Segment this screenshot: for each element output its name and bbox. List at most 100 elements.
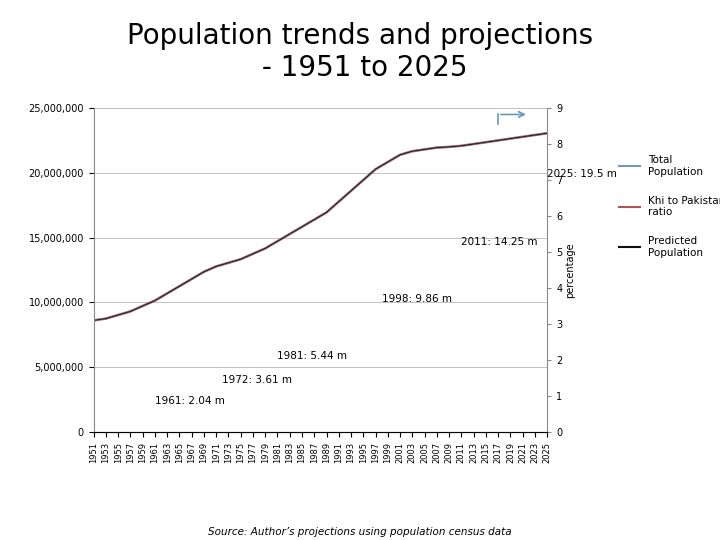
Khi to Pakistan
ratio xyxy=(212,263,220,269)
Khi to Pakistan
ratio xyxy=(457,143,466,149)
Total
Population xyxy=(506,136,515,142)
Khi to Pakistan
ratio xyxy=(248,251,257,257)
Khi to Pakistan
ratio xyxy=(175,283,184,289)
Khi to Pakistan
ratio xyxy=(506,136,515,142)
Khi to Pakistan
ratio xyxy=(384,159,392,165)
Predicted
Population xyxy=(469,141,478,147)
Predicted
Population xyxy=(396,152,405,158)
Predicted
Population xyxy=(199,268,208,275)
Predicted
Population xyxy=(531,132,539,138)
Total
Population xyxy=(285,231,294,237)
Predicted
Population xyxy=(138,303,147,309)
Predicted
Population xyxy=(310,217,318,223)
Total
Population xyxy=(261,245,269,252)
Predicted
Population xyxy=(114,312,122,318)
Predicted
Population xyxy=(408,148,417,154)
Khi to Pakistan
ratio xyxy=(408,148,417,154)
Total
Population xyxy=(175,283,184,289)
Total
Population xyxy=(543,130,552,137)
Khi to Pakistan
ratio xyxy=(372,166,380,172)
Khi to Pakistan
ratio xyxy=(543,130,552,137)
Text: 1981: 5.44 m: 1981: 5.44 m xyxy=(277,352,348,361)
Khi to Pakistan
ratio xyxy=(285,231,294,237)
Khi to Pakistan
ratio xyxy=(347,187,356,194)
Total
Population xyxy=(199,268,208,275)
Khi to Pakistan
ratio xyxy=(420,146,429,153)
Text: 2011: 14.25 m: 2011: 14.25 m xyxy=(462,237,538,247)
Predicted
Population xyxy=(420,146,429,153)
Total
Population xyxy=(408,148,417,154)
Line: Total
Population: Total Population xyxy=(94,133,547,320)
Total
Population xyxy=(518,133,527,140)
Khi to Pakistan
ratio xyxy=(163,290,171,296)
Khi to Pakistan
ratio xyxy=(199,268,208,275)
Khi to Pakistan
ratio xyxy=(323,209,331,215)
Line: Predicted
Population: Predicted Population xyxy=(94,133,547,320)
Total
Population xyxy=(347,187,356,194)
Khi to Pakistan
ratio xyxy=(335,198,343,205)
Khi to Pakistan
ratio xyxy=(273,238,282,245)
Legend: Total
Population, Khi to Pakistan
ratio, Predicted
Population: Total Population, Khi to Pakistan ratio,… xyxy=(616,152,720,261)
Khi to Pakistan
ratio xyxy=(261,245,269,252)
Total
Population xyxy=(150,298,159,304)
Total
Population xyxy=(420,146,429,153)
Khi to Pakistan
ratio xyxy=(114,312,122,318)
Total
Population xyxy=(384,159,392,165)
Predicted
Population xyxy=(494,137,503,144)
Khi to Pakistan
ratio xyxy=(150,298,159,304)
Total
Population xyxy=(396,152,405,158)
Khi to Pakistan
ratio xyxy=(102,315,110,322)
Total
Population xyxy=(248,251,257,257)
Total
Population xyxy=(433,144,441,151)
Total
Population xyxy=(224,260,233,266)
Khi to Pakistan
ratio xyxy=(126,308,135,315)
Total
Population xyxy=(323,209,331,215)
Total
Population xyxy=(469,141,478,147)
Total
Population xyxy=(297,224,306,230)
Predicted
Population xyxy=(433,144,441,151)
Khi to Pakistan
ratio xyxy=(433,144,441,151)
Text: Population trends and projections
 - 1951 to 2025: Population trends and projections - 1951… xyxy=(127,22,593,82)
Total
Population xyxy=(102,315,110,322)
Total
Population xyxy=(273,238,282,245)
Predicted
Population xyxy=(323,209,331,215)
Predicted
Population xyxy=(506,136,515,142)
Total
Population xyxy=(359,177,368,183)
Khi to Pakistan
ratio xyxy=(469,141,478,147)
Predicted
Population xyxy=(285,231,294,237)
Text: 2025: 19.5 m: 2025: 19.5 m xyxy=(547,169,617,179)
Predicted
Population xyxy=(150,298,159,304)
Khi to Pakistan
ratio xyxy=(138,303,147,309)
Total
Population xyxy=(114,312,122,318)
Predicted
Population xyxy=(457,143,466,149)
Total
Population xyxy=(445,144,454,150)
Predicted
Population xyxy=(359,177,368,183)
Total
Population xyxy=(138,303,147,309)
Total
Population xyxy=(187,276,196,282)
Khi to Pakistan
ratio xyxy=(359,177,368,183)
Total
Population xyxy=(126,308,135,315)
Predicted
Population xyxy=(212,263,220,269)
Predicted
Population xyxy=(126,308,135,315)
Total
Population xyxy=(482,139,490,145)
Total
Population xyxy=(163,290,171,296)
Total
Population xyxy=(531,132,539,138)
Khi to Pakistan
ratio xyxy=(482,139,490,145)
Predicted
Population xyxy=(261,245,269,252)
Predicted
Population xyxy=(236,256,245,262)
Text: 1961: 2.04 m: 1961: 2.04 m xyxy=(155,396,225,406)
Predicted
Population xyxy=(187,276,196,282)
Text: 1972: 3.61 m: 1972: 3.61 m xyxy=(222,375,292,385)
Text: 1998: 9.86 m: 1998: 9.86 m xyxy=(382,294,451,304)
Predicted
Population xyxy=(445,144,454,150)
Predicted
Population xyxy=(543,130,552,137)
Predicted
Population xyxy=(482,139,490,145)
Khi to Pakistan
ratio xyxy=(445,144,454,150)
Predicted
Population xyxy=(297,224,306,230)
Total
Population xyxy=(236,256,245,262)
Total
Population xyxy=(372,166,380,172)
Khi to Pakistan
ratio xyxy=(310,217,318,223)
Total
Population xyxy=(212,263,220,269)
Predicted
Population xyxy=(175,283,184,289)
Khi to Pakistan
ratio xyxy=(297,224,306,230)
